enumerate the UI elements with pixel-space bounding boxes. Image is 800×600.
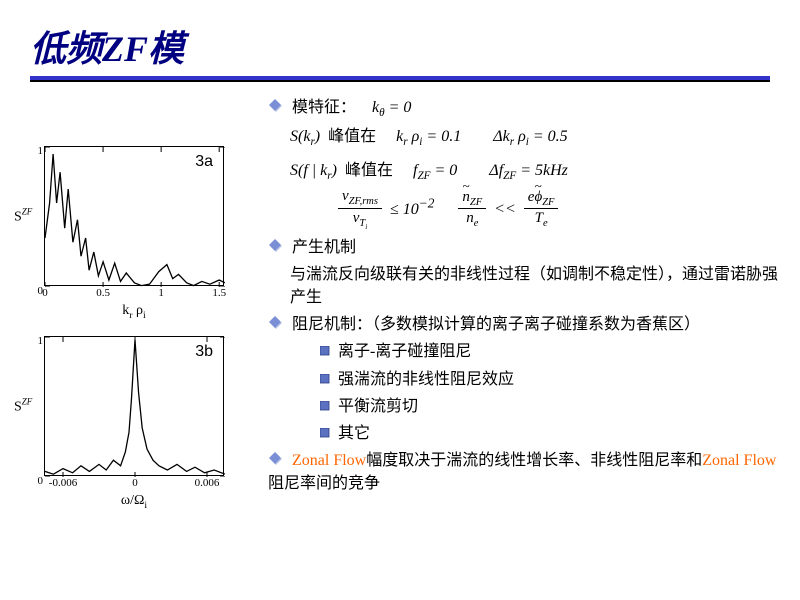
- peak-word-1: 峰值在: [328, 128, 376, 145]
- square-bullet-icon: [320, 368, 330, 378]
- zonal-flow-1: Zonal Flow: [292, 452, 366, 469]
- spectrum-kr-peak: S(kr) 峰值在 kr ρi = 0.1 Δkr ρi = 0.5: [290, 125, 778, 150]
- chart-3a: SZF 3a00.511.501kr ρi: [20, 146, 250, 286]
- diamond-bullet-icon: [268, 314, 282, 328]
- S-kr: S(kr): [290, 128, 320, 145]
- damp-label: 阻尼机制：（多数模拟计算的离子离子碰撞系数为香蕉区）: [292, 316, 700, 333]
- zonal-flow-2: Zonal Flow: [702, 452, 776, 469]
- square-bullet-icon: [320, 395, 330, 405]
- chart-corner-label: 3b: [195, 343, 213, 361]
- eq-kr-rho: kr ρi = 0.1: [396, 128, 461, 145]
- S-f-kr: S(f | kr): [290, 162, 337, 179]
- damping-mechanism: 阻尼机制：（多数模拟计算的离子离子碰撞系数为香蕉区）: [268, 313, 778, 336]
- mode-char-label: 模特征：: [292, 99, 356, 116]
- peak-word-2: 峰值在: [345, 162, 393, 179]
- plot-area: 3b-0.00600.00601ω/Ωi: [44, 336, 224, 476]
- inequality-row: vZF,rms vTi ≤ 10−2 nZF ne << eϕZF Te: [338, 188, 778, 231]
- plot-area: 3a00.511.501kr ρi: [44, 146, 224, 286]
- chart-3b: SZF 3b-0.00600.00601ω/Ωi: [20, 336, 250, 476]
- eq-fzf: fZF = 0: [413, 162, 457, 179]
- eq-dkr-rho: Δkr ρi = 0.5: [493, 128, 567, 145]
- title-divider: [30, 76, 770, 82]
- list-item: 离子-离子碰撞阻尼: [320, 340, 778, 363]
- page-title: 低频ZF模: [30, 20, 184, 72]
- list-item: 强湍流的非线性阻尼效应: [320, 368, 778, 391]
- eq-dfzf: ΔfZF = 5kHz: [489, 162, 568, 179]
- frac-ephi: eϕZF Te: [524, 189, 559, 231]
- chart-column: SZF 3a00.511.501kr ρi SZF 3b-0.00600.0060…: [20, 146, 250, 526]
- diamond-bullet-icon: [268, 237, 282, 251]
- chart-corner-label: 3a: [195, 153, 213, 171]
- much-less: <<: [494, 201, 516, 218]
- x-axis-label: kr ρi: [122, 303, 146, 321]
- list-item: 平衡流剪切: [320, 395, 778, 418]
- gen-label: 产生机制: [292, 239, 356, 256]
- gen-body: 与湍流反向级联有关的非线性过程（如调制不稳定性），通过雷诺胁强产生: [290, 263, 778, 309]
- le-10-2: ≤ 10−2: [390, 201, 434, 218]
- frac-vzf: vZF,rms vTi: [338, 188, 382, 231]
- square-bullet-icon: [320, 340, 330, 350]
- frac-nzf: nZF ne: [458, 189, 486, 231]
- final-end: 阻尼率间的竞争: [268, 475, 380, 492]
- list-item: 其它: [320, 422, 778, 445]
- eq-ktheta: kθ = 0: [372, 99, 411, 116]
- final-mid: 幅度取决于湍流的线性增长率、非线性阻尼率和: [366, 452, 702, 469]
- mode-characteristics: 模特征： kθ = 0: [268, 96, 778, 121]
- damping-list: 离子-离子碰撞阻尼 强湍流的非线性阻尼效应 平衡流剪切 其它: [320, 340, 778, 445]
- content-column: 模特征： kθ = 0 S(kr) 峰值在 kr ρi = 0.1 Δkr ρi…: [268, 96, 778, 500]
- x-axis-label: ω/Ωi: [121, 493, 147, 511]
- diamond-bullet-icon: [268, 450, 282, 464]
- diamond-bullet-icon: [268, 97, 282, 111]
- generation-mechanism: 产生机制: [268, 236, 778, 259]
- square-bullet-icon: [320, 422, 330, 432]
- final-statement: Zonal Flow幅度取决于湍流的线性增长率、非线性阻尼率和Zonal Flo…: [268, 449, 778, 495]
